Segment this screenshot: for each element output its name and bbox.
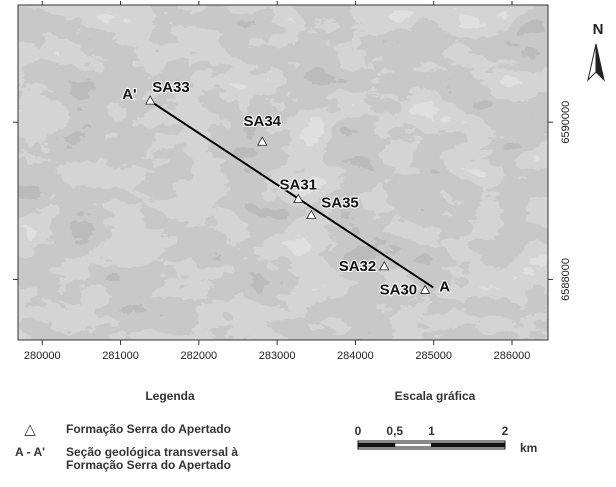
- scale-segment: [358, 443, 395, 447]
- sample-label: SA33: [152, 79, 190, 96]
- scale-segment: [395, 443, 432, 447]
- page: {"map": { "xlim": [279690, 286460], "yli…: [0, 0, 616, 487]
- section-label: A: [439, 278, 450, 295]
- sample-label: SA30: [380, 281, 418, 298]
- x-tick-label: 283000: [259, 350, 296, 362]
- section-label: A': [122, 86, 136, 103]
- legend-text: Formação Serra do Apertado: [66, 422, 231, 436]
- north-arrow-right: [596, 44, 604, 80]
- x-tick-label: 284000: [337, 350, 374, 362]
- x-tick-label: 281000: [102, 350, 139, 362]
- x-tick-label: 285000: [415, 350, 452, 362]
- legend-symbol: A - A': [15, 445, 45, 459]
- sample-label: SA31: [280, 176, 318, 193]
- legend-title: Legenda: [145, 389, 195, 403]
- scale-tick-label: 1: [428, 424, 435, 438]
- sample-label: SA35: [321, 195, 359, 212]
- scale-title: Escala gráfica: [395, 389, 476, 403]
- y-tick-label: 6590000: [560, 101, 572, 144]
- x-tick-label: 286000: [494, 350, 531, 362]
- legend-symbol: △: [24, 421, 36, 438]
- scale-tick-label: 0,5: [386, 424, 403, 438]
- y-tick-label: 6588000: [560, 258, 572, 301]
- north-arrow-left: [588, 44, 596, 80]
- x-tick-label: 282000: [180, 350, 217, 362]
- map-image: [18, 5, 548, 340]
- sample-label: SA32: [339, 258, 377, 275]
- scale-tick-label: 0: [355, 424, 362, 438]
- x-tick-label: 280000: [24, 350, 61, 362]
- scale-segment: [432, 443, 506, 447]
- north-label: N: [593, 21, 604, 38]
- scale-unit: km: [520, 441, 537, 455]
- legend-text: Formação Serra do Apertado: [66, 458, 231, 472]
- legend-text: Seção geológica transversal à: [66, 445, 238, 459]
- sample-label: SA34: [243, 113, 281, 130]
- map-figure: A' A SA33 SA34 SA31SA35 SA32SA30 280000 281000…: [0, 0, 616, 482]
- scale-tick-label: 2: [502, 424, 509, 438]
- north-arrow: N: [588, 21, 604, 80]
